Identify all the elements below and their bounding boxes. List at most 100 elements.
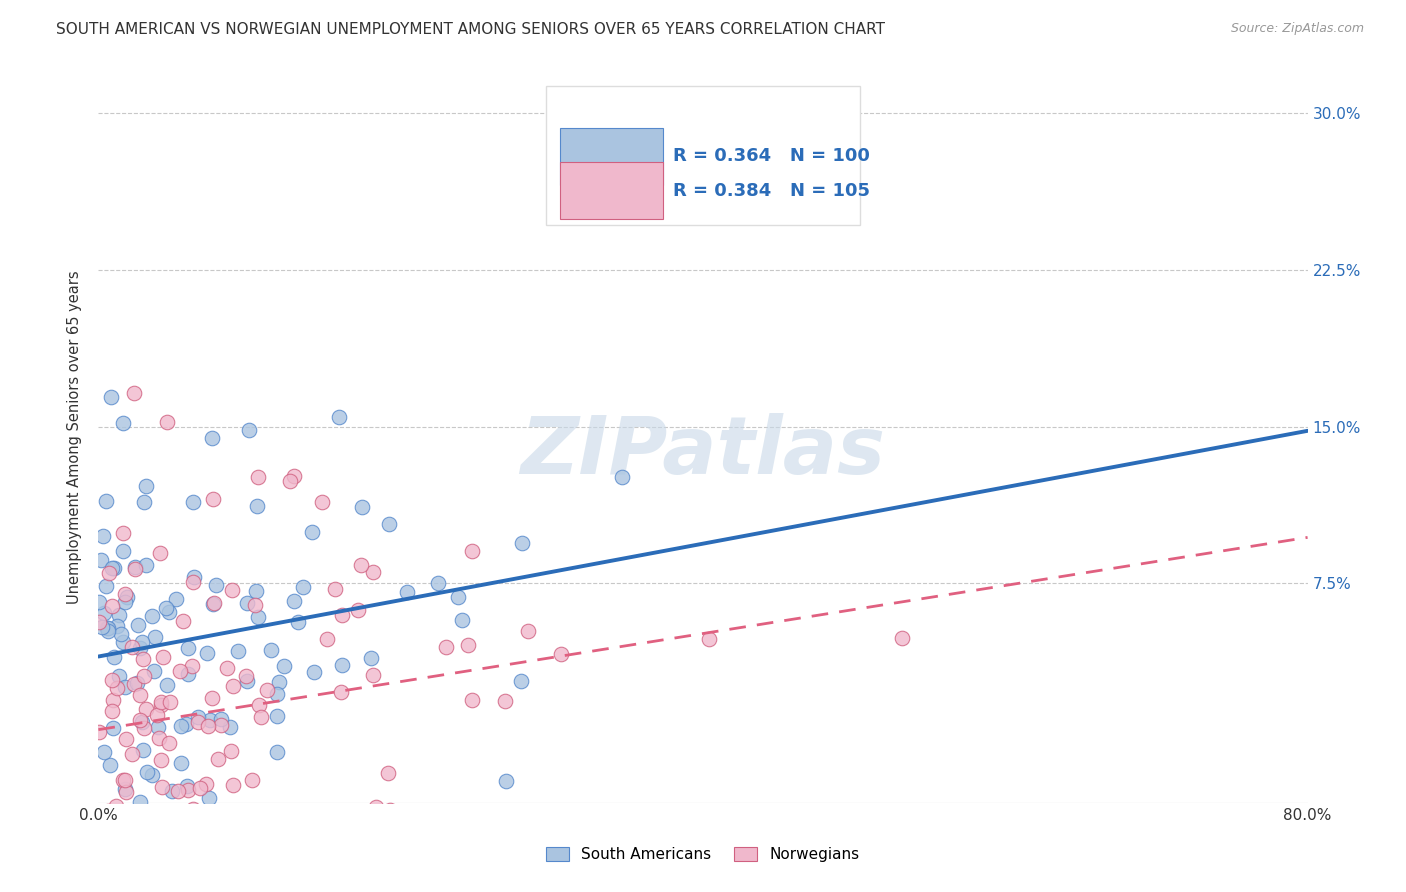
Point — [148, 731, 170, 745]
Point — [890, 631, 912, 645]
Point — [218, 720, 240, 734]
Point — [132, 669, 155, 683]
Point — [100, 704, 122, 718]
Point — [197, 791, 219, 805]
Point — [103, 722, 125, 736]
Point — [273, 658, 295, 673]
Point — [104, 799, 127, 814]
Legend: South Americans, Norwegians: South Americans, Norwegians — [540, 841, 866, 868]
Point — [238, 423, 260, 437]
Point — [195, 646, 218, 660]
Point — [451, 613, 474, 627]
Point — [100, 599, 122, 613]
Point — [266, 687, 288, 701]
Point — [170, 756, 193, 771]
Point — [246, 610, 269, 624]
Point — [132, 652, 155, 666]
Point — [181, 659, 204, 673]
Point — [457, 638, 479, 652]
Point — [128, 714, 150, 728]
Point — [105, 681, 128, 695]
Point — [209, 718, 232, 732]
Y-axis label: Unemployment Among Seniors over 65 years: Unemployment Among Seniors over 65 years — [67, 270, 83, 604]
Point — [235, 669, 257, 683]
Point — [114, 681, 136, 695]
Point — [329, 685, 352, 699]
Point — [217, 661, 239, 675]
Point — [363, 667, 385, 681]
Point — [93, 606, 115, 620]
Point — [135, 558, 157, 573]
Point — [198, 713, 221, 727]
Point — [266, 709, 288, 723]
Point — [131, 850, 153, 864]
Point — [141, 768, 163, 782]
Point — [207, 752, 229, 766]
Point — [143, 630, 166, 644]
Point — [100, 673, 122, 688]
Point — [201, 491, 224, 506]
Point — [132, 743, 155, 757]
Point — [124, 560, 146, 574]
Point — [200, 431, 222, 445]
Point — [460, 543, 482, 558]
Point — [169, 665, 191, 679]
Point — [172, 614, 194, 628]
Point — [316, 632, 339, 646]
Text: Source: ZipAtlas.com: Source: ZipAtlas.com — [1230, 22, 1364, 36]
Point — [97, 624, 120, 638]
Point — [132, 494, 155, 508]
Point — [94, 493, 117, 508]
Point — [127, 618, 149, 632]
Point — [256, 683, 278, 698]
Point — [360, 651, 382, 665]
Point — [87, 595, 110, 609]
Point — [187, 709, 209, 723]
Point — [142, 664, 165, 678]
Point — [352, 500, 374, 514]
Point — [325, 582, 347, 597]
Point — [377, 516, 399, 531]
Point — [115, 731, 138, 746]
Point — [366, 800, 388, 814]
Point — [517, 624, 540, 638]
Point — [111, 635, 134, 649]
Point — [136, 764, 159, 779]
Point — [330, 658, 353, 673]
Point — [194, 777, 217, 791]
Point — [181, 495, 204, 509]
Point — [201, 860, 224, 874]
Point — [121, 747, 143, 762]
Point — [105, 619, 128, 633]
Text: ZIPatlas: ZIPatlas — [520, 413, 886, 491]
Point — [510, 536, 533, 550]
Point — [156, 415, 179, 429]
Point — [156, 678, 179, 692]
Point — [101, 560, 124, 574]
Point — [129, 795, 152, 809]
Point — [87, 615, 110, 629]
Point — [96, 621, 118, 635]
Point — [283, 469, 305, 483]
Point — [159, 819, 181, 833]
Point — [304, 665, 326, 679]
Point — [160, 783, 183, 797]
Point — [245, 598, 267, 612]
Point — [91, 878, 114, 892]
Point — [260, 643, 283, 657]
Point — [291, 580, 314, 594]
Point — [87, 725, 110, 739]
Point — [267, 675, 290, 690]
Point — [170, 719, 193, 733]
Point — [461, 693, 484, 707]
Point — [146, 720, 169, 734]
Point — [117, 591, 139, 605]
Point — [129, 641, 152, 656]
Point — [176, 780, 198, 794]
Point — [155, 601, 177, 615]
Point — [245, 499, 267, 513]
Point — [183, 570, 205, 584]
Point — [550, 648, 572, 662]
Point — [395, 584, 418, 599]
Point — [159, 695, 181, 709]
